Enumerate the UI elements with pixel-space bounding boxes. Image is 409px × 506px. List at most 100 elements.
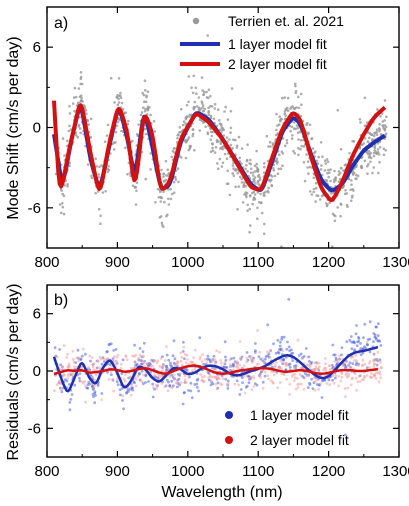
residual-point-1layer — [290, 348, 293, 352]
residual-point-2layer — [379, 366, 383, 370]
observation-point — [268, 140, 272, 144]
residual-point-2layer — [259, 375, 262, 379]
residual-point-2layer — [376, 358, 380, 362]
residual-point-2layer — [193, 348, 197, 352]
residual-point-2layer — [368, 375, 372, 379]
residual-point-1layer — [354, 363, 358, 367]
observation-point — [80, 96, 83, 100]
residual-point-1layer — [139, 362, 143, 366]
residual-point-2layer — [346, 386, 350, 390]
observation-point — [374, 150, 378, 154]
residual-point-1layer — [226, 387, 230, 390]
observation-point — [290, 125, 294, 128]
observation-point — [306, 133, 310, 136]
residual-point-2layer — [179, 381, 183, 385]
residual-point-2layer — [343, 395, 347, 398]
observation-point — [277, 123, 281, 126]
observation-point — [267, 186, 270, 190]
observation-point — [124, 111, 127, 114]
observation-point — [294, 91, 298, 95]
residual-point-2layer — [355, 359, 358, 363]
residual-point-1layer — [348, 338, 352, 342]
residual-point-2layer — [221, 377, 225, 380]
observation-point — [343, 192, 347, 196]
residual-point-2layer — [92, 368, 96, 371]
observation-point — [220, 124, 223, 127]
residual-point-1layer — [263, 374, 267, 378]
observation-point — [87, 123, 90, 126]
observation-point — [58, 203, 62, 206]
observation-point — [230, 87, 234, 90]
observation-point — [67, 129, 71, 133]
observation-point — [351, 194, 354, 198]
observation-point — [207, 106, 210, 110]
observation-point — [240, 181, 244, 184]
observation-point — [300, 103, 303, 106]
residual-point-2layer — [308, 363, 312, 367]
residual-point-2layer — [269, 349, 272, 353]
observation-point — [306, 166, 309, 169]
residual-point-2layer — [125, 358, 129, 362]
observation-point — [116, 120, 120, 124]
observation-point — [94, 157, 97, 160]
residual-point-1layer — [131, 386, 134, 390]
residual-point-2layer — [251, 358, 255, 362]
residual-point-1layer — [235, 379, 239, 383]
observation-point — [221, 161, 225, 165]
residual-point-2layer — [313, 388, 317, 392]
residual-point-1layer — [278, 344, 282, 348]
residual-point-2layer — [142, 361, 146, 365]
residual-point-2layer — [270, 370, 274, 373]
residual-point-2layer — [313, 380, 317, 383]
observation-point — [363, 159, 367, 163]
residual-point-2layer — [252, 385, 256, 388]
residual-point-2layer — [149, 365, 153, 369]
residual-point-2layer — [354, 353, 358, 357]
observation-point — [336, 109, 340, 112]
residual-point-2layer — [62, 373, 66, 377]
observation-point — [79, 82, 82, 86]
residual-point-2layer — [361, 358, 365, 362]
residual-point-1layer — [345, 340, 349, 344]
observation-point — [350, 179, 353, 182]
residual-point-2layer — [139, 359, 143, 362]
observation-point — [139, 113, 143, 117]
residual-point-2layer — [374, 377, 378, 380]
observation-point — [61, 192, 64, 196]
residual-point-1layer — [354, 332, 358, 336]
observation-point — [273, 174, 277, 178]
observation-point — [217, 167, 220, 170]
observation-point — [376, 148, 380, 151]
observation-point — [234, 138, 237, 142]
observation-point — [228, 138, 231, 141]
observation-point — [363, 124, 367, 128]
residual-point-1layer — [349, 335, 353, 338]
observation-point — [281, 164, 284, 167]
observation-point — [66, 139, 69, 143]
residual-point-2layer — [71, 349, 75, 353]
residual-point-2layer — [345, 375, 349, 379]
observation-point — [286, 96, 290, 100]
residual-point-1layer — [310, 377, 314, 381]
residual-point-2layer — [180, 355, 184, 359]
residual-point-2layer — [357, 374, 361, 378]
observation-point — [382, 153, 386, 157]
observation-point — [213, 151, 217, 154]
residual-point-2layer — [228, 363, 232, 367]
observation-point — [201, 89, 204, 92]
residual-point-2layer — [296, 383, 299, 386]
residual-point-2layer — [281, 349, 284, 352]
residual-point-2layer — [111, 377, 114, 381]
observation-point — [206, 131, 209, 134]
residual-point-1layer — [248, 355, 252, 358]
residual-point-2layer — [59, 368, 63, 371]
residual-point-2layer — [67, 362, 71, 366]
residual-point-2layer — [90, 375, 94, 379]
residual-point-1layer — [244, 385, 248, 389]
residual-point-2layer — [119, 367, 123, 370]
observation-point — [135, 189, 138, 193]
residual-point-1layer — [286, 340, 289, 344]
residual-point-2layer — [139, 378, 143, 381]
residual-point-1layer — [112, 349, 116, 352]
residual-point-1layer — [291, 359, 295, 362]
